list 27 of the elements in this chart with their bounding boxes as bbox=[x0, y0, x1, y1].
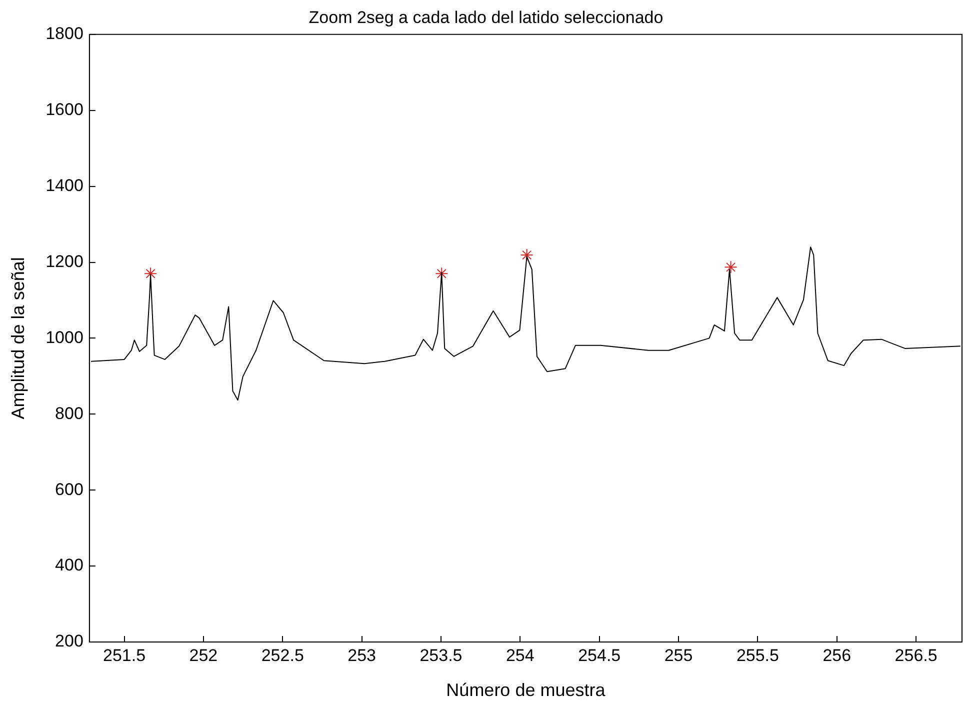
x-tick-label: 255 bbox=[664, 646, 693, 665]
y-tick-label: 600 bbox=[55, 480, 84, 499]
chart-title: Zoom 2seg a cada lado del latido seleccionado bbox=[308, 8, 664, 27]
x-tick-label: 254.5 bbox=[578, 646, 621, 665]
x-tick-label: 254 bbox=[506, 646, 534, 665]
point bbox=[144, 267, 158, 280]
y-tick-label: 1200 bbox=[46, 252, 84, 271]
y-tick-label: 400 bbox=[55, 556, 84, 575]
x-axis-title: Número de muestra bbox=[446, 680, 606, 700]
x-tick-label: 251.5 bbox=[102, 646, 146, 665]
x-tick-label: 253 bbox=[348, 646, 376, 665]
x-tick-label: 253.5 bbox=[420, 646, 462, 665]
y-tick-label: 1800 bbox=[46, 24, 84, 44]
x-tick-label: 256.5 bbox=[894, 646, 938, 665]
point bbox=[520, 248, 534, 262]
y-axis-title: Amplitud de la señal bbox=[8, 257, 28, 420]
y-tick-label: 1000 bbox=[46, 328, 84, 347]
x-tick-label: 255.5 bbox=[736, 646, 779, 665]
y-tick-label: 200 bbox=[55, 632, 84, 651]
y-tick-label: 1600 bbox=[46, 100, 84, 120]
x-tick-label: 256 bbox=[822, 646, 852, 665]
point bbox=[724, 260, 738, 274]
x-tick-label: 252.5 bbox=[261, 646, 304, 665]
point bbox=[435, 267, 448, 280]
x-tick-label: 252 bbox=[189, 646, 218, 665]
y-tick-label: 1400 bbox=[46, 176, 84, 195]
y-tick-label: 800 bbox=[55, 404, 84, 423]
